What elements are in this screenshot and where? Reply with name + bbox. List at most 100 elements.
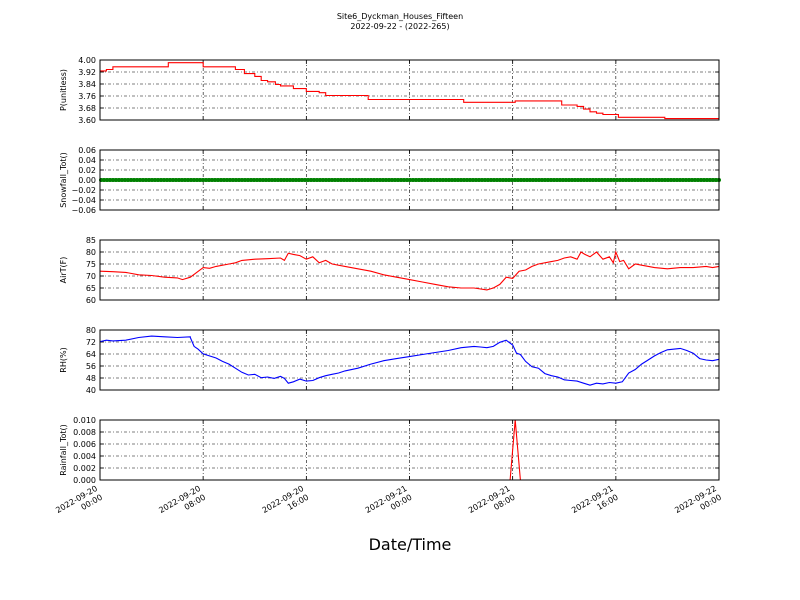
- series-marker: [510, 178, 514, 182]
- series-marker: [180, 178, 184, 182]
- series-marker: [306, 178, 310, 182]
- series-marker: [426, 178, 430, 182]
- series-marker: [477, 178, 481, 182]
- series-marker: [678, 178, 682, 182]
- series-marker: [159, 178, 163, 182]
- y-tick-label: 40: [86, 386, 96, 395]
- x-tick-label: 2022-09-2000:00: [54, 484, 104, 524]
- series-marker: [354, 178, 358, 182]
- series-marker: [576, 178, 580, 182]
- axes-frame: [99, 239, 720, 301]
- series-marker: [582, 178, 586, 182]
- series-marker: [615, 178, 619, 182]
- x-tick-label: 2022-09-2108:00: [467, 484, 517, 524]
- y-axis-label: AirT(F): [59, 257, 68, 284]
- series-marker: [423, 178, 427, 182]
- y-tick-label: 3.60: [78, 116, 96, 125]
- series-marker: [378, 178, 382, 182]
- series-marker: [531, 178, 535, 182]
- series-marker: [327, 178, 331, 182]
- series-marker: [261, 178, 265, 182]
- x-tick-label: 2022-09-2100:00: [364, 484, 414, 524]
- series-marker: [135, 178, 139, 182]
- series-marker: [210, 178, 214, 182]
- series-marker: [132, 178, 136, 182]
- series-marker: [699, 178, 703, 182]
- y-axis-label: Snowfall_Tot(): [59, 152, 68, 208]
- series-marker: [153, 178, 157, 182]
- series-marker: [489, 178, 493, 182]
- series-marker: [438, 178, 442, 182]
- series-marker: [492, 178, 496, 182]
- axes-frame: [99, 419, 720, 481]
- series-marker: [138, 178, 142, 182]
- series-marker: [606, 178, 610, 182]
- series-marker: [549, 178, 553, 182]
- y-tick-label: 0.004: [73, 452, 96, 461]
- series-marker: [453, 178, 457, 182]
- y-tick-label: 0.008: [73, 428, 96, 437]
- series-marker: [474, 178, 478, 182]
- series-marker: [711, 178, 715, 182]
- series-marker: [432, 178, 436, 182]
- panel-1: 3.60 3.68 3.76 3.84 3.92 4.00 P(unitless): [59, 56, 720, 125]
- series-marker: [297, 178, 301, 182]
- series-marker: [570, 178, 574, 182]
- series-marker: [468, 178, 472, 182]
- series-marker: [414, 178, 418, 182]
- series-marker: [417, 178, 421, 182]
- series-marker: [333, 178, 337, 182]
- series-marker: [441, 178, 445, 182]
- series-marker: [375, 178, 379, 182]
- series-marker: [702, 178, 706, 182]
- series-marker: [372, 178, 376, 182]
- series-marker: [246, 178, 250, 182]
- series-marker: [612, 178, 616, 182]
- chart-subtitle: 2022-09-22 - (2022-265): [350, 22, 449, 31]
- series-marker: [258, 178, 262, 182]
- series-marker: [396, 178, 400, 182]
- series-marker: [444, 178, 448, 182]
- series-marker: [288, 178, 292, 182]
- y-tick-label: 3.84: [78, 80, 96, 89]
- series-marker: [213, 178, 217, 182]
- series-marker: [381, 178, 385, 182]
- x-tick-label: 2022-09-2008:00: [157, 484, 207, 524]
- series-marker: [384, 178, 388, 182]
- y-tick-label: 0.06: [78, 146, 96, 155]
- series-marker: [273, 178, 277, 182]
- series-marker: [657, 178, 661, 182]
- series-marker: [495, 178, 499, 182]
- series-marker: [564, 178, 568, 182]
- series-marker: [237, 178, 241, 182]
- series-marker: [150, 178, 154, 182]
- series-marker: [270, 178, 274, 182]
- series-marker: [462, 178, 466, 182]
- series-marker: [207, 178, 211, 182]
- series-marker: [408, 178, 412, 182]
- series-marker: [249, 178, 253, 182]
- series-marker: [696, 178, 700, 182]
- x-tick-label: 2022-09-2016:00: [261, 484, 311, 524]
- y-tick-label: 80: [86, 326, 96, 335]
- y-tick-label: 85: [86, 236, 96, 245]
- series-marker: [693, 178, 697, 182]
- series-marker: [675, 178, 679, 182]
- series-marker: [363, 178, 367, 182]
- series-marker: [681, 178, 685, 182]
- series-marker: [504, 178, 508, 182]
- series-marker: [291, 178, 295, 182]
- series-marker: [609, 178, 613, 182]
- series-marker: [222, 178, 226, 182]
- series-marker: [147, 178, 151, 182]
- series-marker: [633, 178, 637, 182]
- series-marker: [357, 178, 361, 182]
- y-tick-label: 0.02: [78, 166, 96, 175]
- series-marker: [174, 178, 178, 182]
- series-marker: [162, 178, 166, 182]
- series-marker: [663, 178, 667, 182]
- series-marker: [360, 178, 364, 182]
- series-marker: [126, 178, 130, 182]
- series-marker: [585, 178, 589, 182]
- series-marker: [321, 178, 325, 182]
